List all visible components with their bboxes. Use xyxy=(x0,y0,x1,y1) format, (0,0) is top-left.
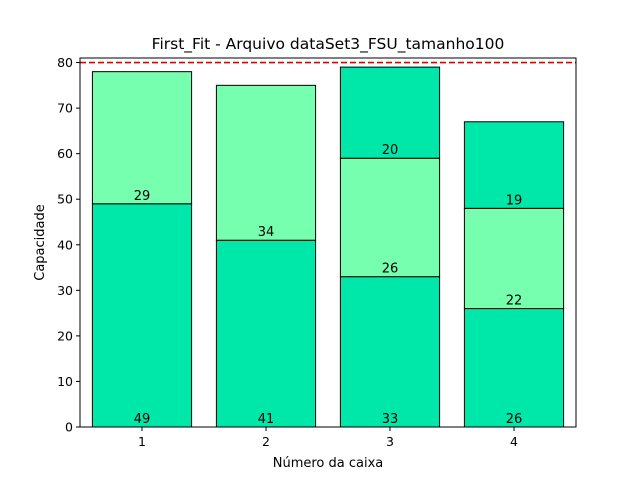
x-tick-label: 1 xyxy=(138,434,146,449)
bars-layer xyxy=(91,66,565,428)
x-axis-ticks: 1 2 3 4 xyxy=(138,427,518,449)
y-tick-label: 30 xyxy=(57,283,73,298)
y-axis-label: Capacidade xyxy=(33,204,48,281)
y-tick-label: 60 xyxy=(57,146,73,161)
y-tick-label: 20 xyxy=(57,328,73,343)
bar-label-bin3-3: 20 xyxy=(382,143,399,158)
y-axis-ticks: 0 10 20 30 40 50 60 70 80 xyxy=(57,55,80,435)
bar-label-bin2-2: 34 xyxy=(258,225,275,240)
chart-title: First_Fit - Arquivo dataSet3_FSU_tamanho… xyxy=(152,35,505,54)
bar-segment-bin3-3 xyxy=(339,66,441,159)
bar-label-bin4-3: 19 xyxy=(506,193,523,208)
bar-label-bin4-2: 22 xyxy=(506,294,523,309)
bar-segment-bin2-1 xyxy=(215,239,317,428)
x-tick-label: 2 xyxy=(262,434,270,449)
x-tick-label: 3 xyxy=(386,434,394,449)
bar-label-bin4-1: 26 xyxy=(506,412,523,427)
bar-segment-bin3-1 xyxy=(339,276,441,428)
y-tick-label: 50 xyxy=(57,192,73,207)
x-tick-label: 4 xyxy=(510,434,518,449)
y-tick-label: 80 xyxy=(57,55,73,70)
bar-labels-layer: 49 29 41 34 33 26 20 26 22 19 xyxy=(134,143,523,427)
bar-label-bin3-2: 26 xyxy=(382,262,399,277)
bar-segment-bin3-2 xyxy=(339,157,441,278)
y-tick-label: 70 xyxy=(57,101,73,116)
bar-segment-bin1-1 xyxy=(91,203,193,428)
plot-area-frame xyxy=(79,57,577,428)
bar-segment-bin4-1 xyxy=(463,308,565,428)
bar-segment-bin2-2 xyxy=(215,84,317,241)
y-tick-label: 0 xyxy=(65,420,73,435)
bar-label-bin2-1: 41 xyxy=(258,412,275,427)
bar-segment-bin4-3 xyxy=(463,121,565,209)
bar-label-bin1-1: 49 xyxy=(134,412,151,427)
bar-segment-bin4-2 xyxy=(463,207,565,310)
x-axis-label: Número da caixa xyxy=(273,456,384,471)
bar-label-bin1-2: 29 xyxy=(134,189,151,204)
bar-segment-bin1-2 xyxy=(91,71,193,205)
y-tick-label: 40 xyxy=(57,237,73,252)
y-tick-label: 10 xyxy=(57,374,73,389)
bar-label-bin3-1: 33 xyxy=(382,412,399,427)
